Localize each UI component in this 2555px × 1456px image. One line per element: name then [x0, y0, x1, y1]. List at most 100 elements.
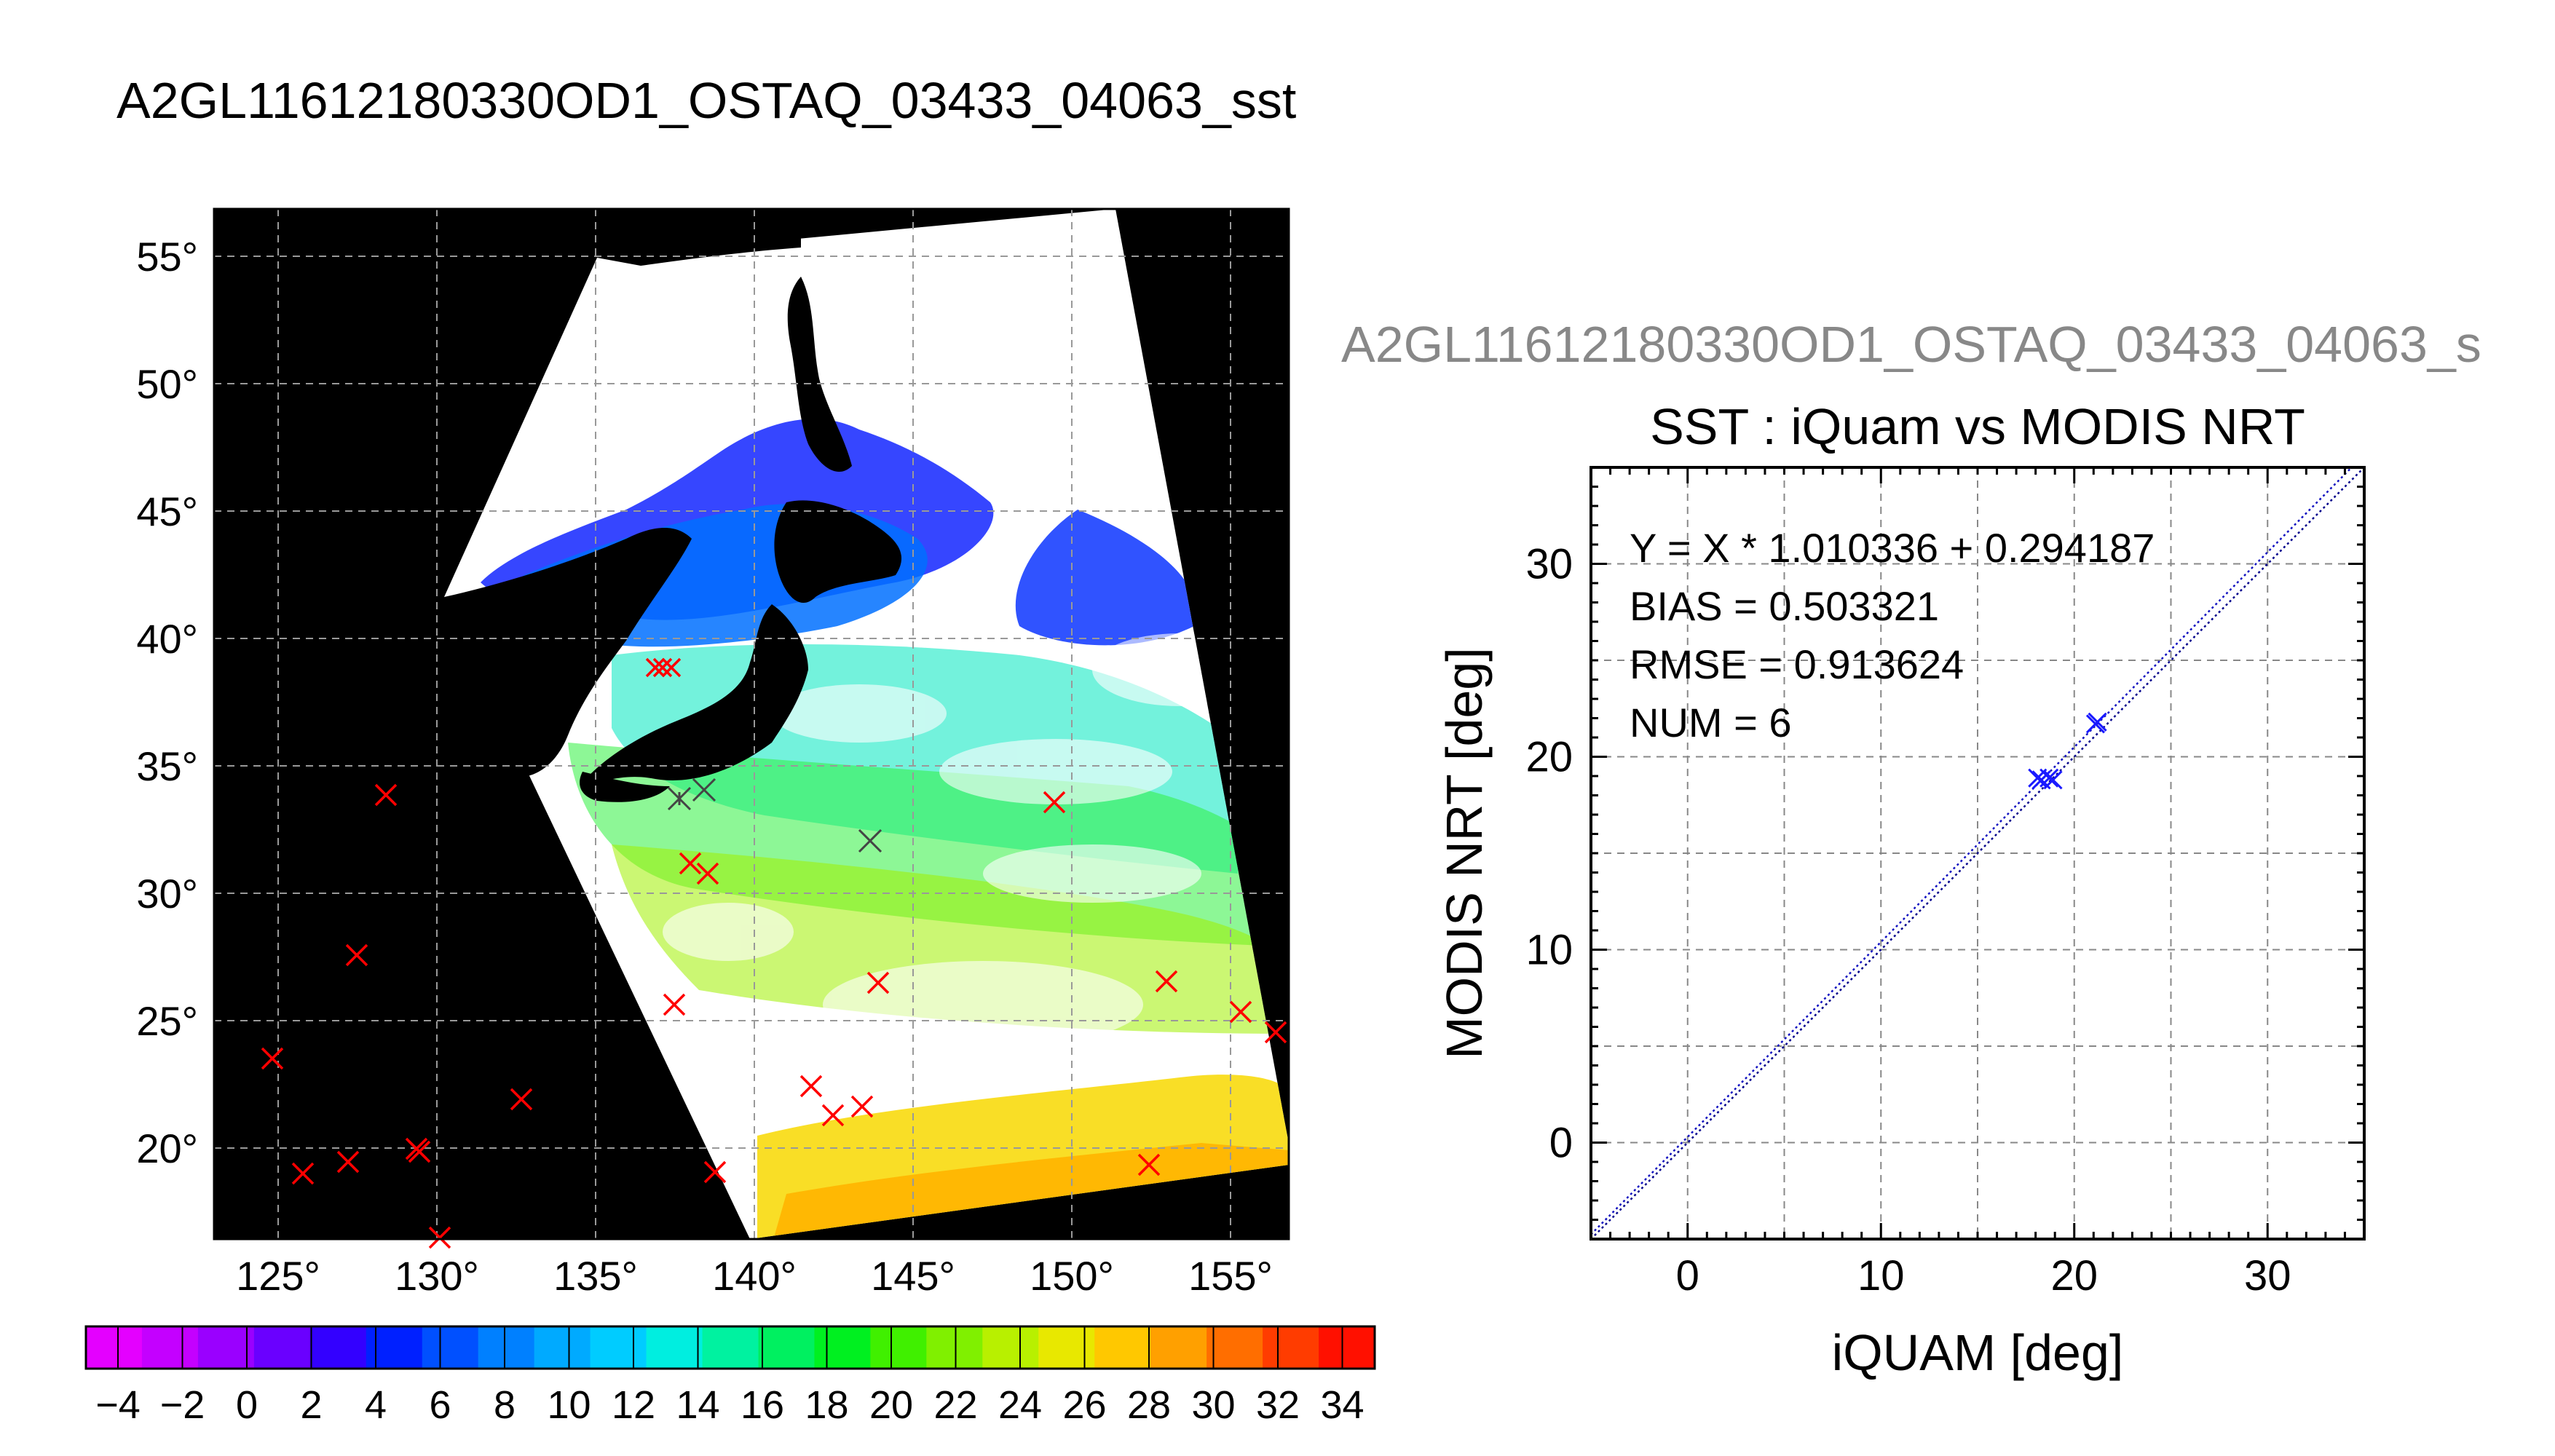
colorbar-label: 0	[236, 1383, 258, 1427]
y-axis-label: MODIS NRT [deg]	[1436, 647, 1493, 1059]
colorbar-cell	[366, 1326, 423, 1369]
map-frame	[213, 207, 1290, 1241]
colorbar-label: 10	[547, 1383, 591, 1427]
y-tick-label: 0	[1549, 1120, 1573, 1167]
marker	[696, 862, 719, 885]
land-mask	[444, 232, 902, 802]
marker	[850, 1095, 874, 1118]
lon-tick-label: 155°	[1188, 1253, 1273, 1299]
colorbar-label: 34	[1320, 1383, 1364, 1427]
colorbar-tick-labels: −4 −2 0 2 4 6 8 10 12 14 16 18 20 22 24 26 28 30 32 34	[95, 1326, 1365, 1427]
colorbar-label: 8	[494, 1383, 516, 1427]
lat-tick-label: 25°	[136, 998, 198, 1044]
colorbar-cell	[1038, 1326, 1095, 1369]
colorbar-cell	[1319, 1326, 1375, 1369]
colorbar-cell	[534, 1326, 591, 1369]
marker	[291, 1162, 315, 1185]
colorbar-cell	[141, 1326, 199, 1369]
marker	[428, 1226, 451, 1249]
lat-tick-label: 45°	[136, 488, 198, 534]
marker	[661, 657, 682, 678]
lon-tick-label: 140°	[712, 1253, 797, 1299]
colorbar-cell	[1150, 1326, 1207, 1369]
colorbar-cell	[926, 1326, 983, 1369]
marker	[663, 993, 686, 1016]
colorbar-cell	[309, 1326, 367, 1369]
colorbar-label: 2	[300, 1383, 322, 1427]
marker	[1137, 1153, 1161, 1176]
y-tick-label: 20	[1525, 734, 1573, 781]
plot-frame	[1590, 466, 2366, 1241]
colorbar-label: 12	[612, 1383, 655, 1427]
x-tick-label: 20	[2050, 1252, 2098, 1299]
marker	[799, 1075, 823, 1098]
colorbar-frame	[84, 1325, 1376, 1370]
colorbar-label: −2	[160, 1383, 205, 1427]
colorbar-cell	[86, 1326, 143, 1369]
x-axis-label: iQUAM [deg]	[1832, 1324, 2124, 1381]
colorbar-cell	[1207, 1326, 1263, 1369]
marker	[652, 657, 673, 678]
stats-annotations: Y = X * 1.010336 + 0.294187 BIAS = 0.5033…	[1630, 525, 2155, 745]
insitu-markers	[261, 657, 1287, 1249]
lat-tick-label: 20°	[136, 1125, 198, 1171]
scatter-plot: 0 10 20 30 0 10 20 30 Y = X * 1.010336 + 0.294…	[1436, 466, 2366, 1381]
colorbar-label: 24	[998, 1383, 1042, 1427]
colorbar-cell	[478, 1326, 535, 1369]
stat-annotation: RMSE = 0.913624	[1630, 641, 1964, 687]
x-tick-label: 30	[2244, 1252, 2291, 1299]
marker	[336, 1150, 360, 1174]
x-tick-labels: 0 10 20 30	[1676, 1252, 2291, 1299]
data-point	[2039, 768, 2059, 788]
colorbar-label: 4	[365, 1383, 387, 1427]
colorbar-cell	[422, 1326, 479, 1369]
marker	[703, 1160, 727, 1184]
identity-line	[1591, 467, 2364, 1239]
colorbar-cell	[590, 1326, 647, 1369]
marker	[408, 1140, 431, 1163]
marker	[858, 828, 882, 853]
sst-map: 55° 50° 45° 40° 35° 30° 25° 20° 125° 130° 135° 140…	[136, 207, 1290, 1299]
colorbar-cell	[702, 1326, 759, 1369]
marker	[1264, 1021, 1287, 1044]
marker	[692, 778, 716, 802]
colorbar-cell	[1263, 1326, 1319, 1369]
regression-line	[1591, 467, 2353, 1235]
marker	[667, 786, 692, 811]
marker	[645, 657, 666, 678]
colorbar-cell	[982, 1326, 1039, 1369]
data-points	[2028, 712, 2107, 790]
main-title: A2GL11612180330OD1_OSTAQ_03433_04063_sst	[117, 72, 1296, 129]
lat-tick-label: 30°	[136, 871, 198, 917]
y-tick-label: 30	[1525, 541, 1573, 588]
y-tick-label: 10	[1525, 927, 1573, 974]
colorbar-label: 26	[1062, 1383, 1106, 1427]
marker	[866, 971, 890, 994]
lon-tick-label: 150°	[1030, 1253, 1114, 1299]
file-label: A2GL11612180330OD1_OSTAQ_03433_04063_s	[1341, 316, 2481, 373]
marker	[1155, 970, 1178, 993]
marker	[261, 1047, 284, 1070]
colorbar-label: 30	[1191, 1383, 1235, 1427]
stat-annotation: BIAS = 0.503321	[1630, 583, 1939, 629]
scatter-title: SST : iQuam vs MODIS NRT	[1650, 398, 2305, 455]
stat-annotation: NUM = 6	[1630, 700, 1792, 745]
lat-tick-label: 50°	[136, 361, 198, 407]
fit-lines	[1591, 467, 2364, 1239]
colorbar-cell	[253, 1326, 311, 1369]
stat-annotation: Y = X * 1.010336 + 0.294187	[1630, 525, 2155, 571]
colorbar-label: −4	[95, 1383, 141, 1427]
lon-tick-label: 130°	[395, 1253, 479, 1299]
colorbar-cell	[197, 1326, 255, 1369]
colorbar-cell	[758, 1326, 815, 1369]
matchup-markers	[667, 778, 882, 853]
colorbar-label: 6	[429, 1383, 451, 1427]
lon-tick-label: 135°	[553, 1253, 638, 1299]
colorbar-label: 18	[805, 1383, 848, 1427]
marker	[345, 943, 368, 967]
colorbar-cell	[870, 1326, 927, 1369]
plot-grid	[1591, 467, 2364, 1239]
lat-tick-label: 40°	[136, 616, 198, 662]
lat-tick-label: 35°	[136, 743, 198, 789]
